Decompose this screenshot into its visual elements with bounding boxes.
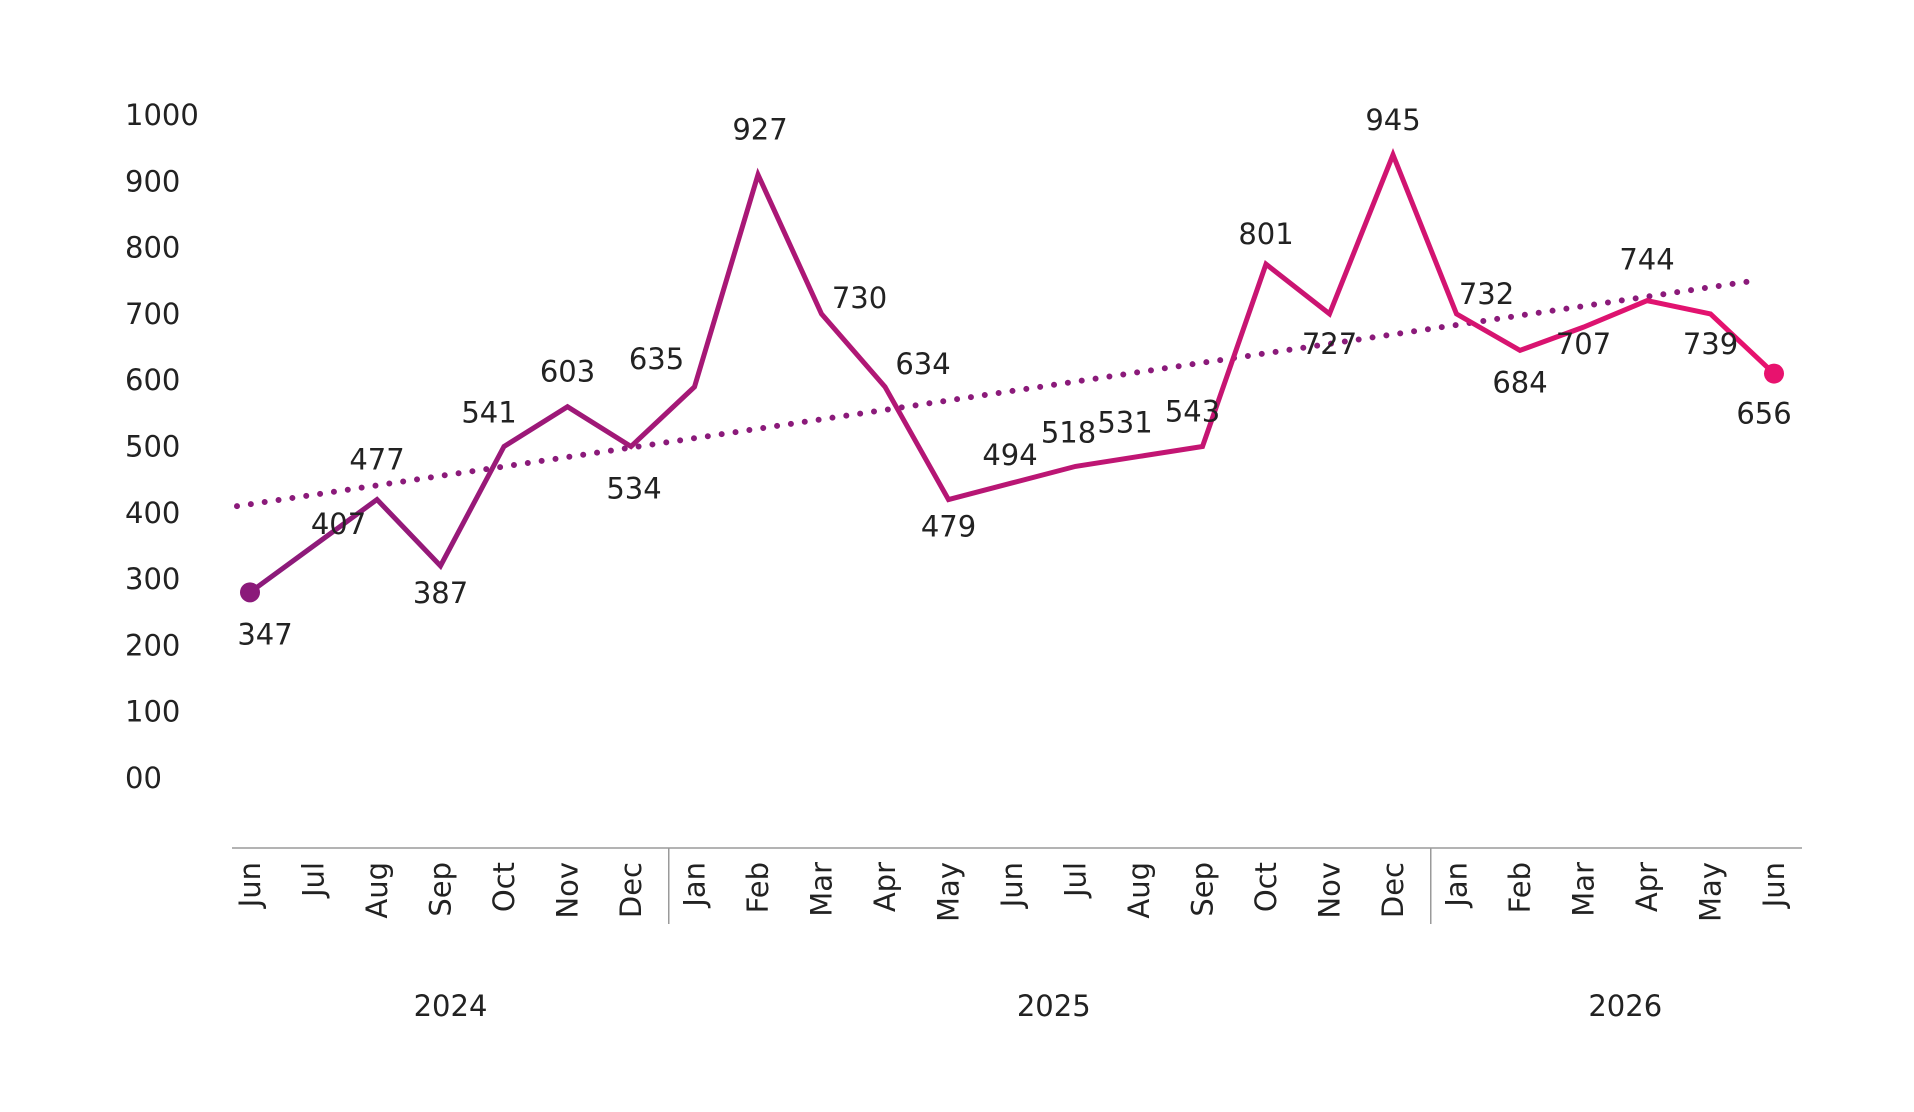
y-tick-label: 600 xyxy=(125,363,180,397)
x-tick-label: Mar xyxy=(805,862,839,917)
y-tick-label: 1000 xyxy=(125,98,199,132)
y-tick-label: 100 xyxy=(125,695,180,729)
y-tick-label: 300 xyxy=(125,562,180,596)
year-labels: 2024 2025 2026 xyxy=(414,989,1663,1023)
data-label: 479 xyxy=(921,510,976,544)
x-tick-label: Feb xyxy=(1503,862,1537,913)
data-label: 347 xyxy=(237,617,292,651)
series-polyline xyxy=(248,148,1776,595)
data-label: 534 xyxy=(606,472,661,506)
data-label: 707 xyxy=(1556,327,1611,361)
data-label: 656 xyxy=(1736,397,1791,431)
data-label: 727 xyxy=(1302,327,1357,361)
x-tick-label: Jun xyxy=(995,862,1029,909)
x-axis-tick-labels: Jun Jul Aug Sep Oct Nov Dec Jan Feb Mar Apr May Jun J… xyxy=(233,862,1791,922)
data-label: 387 xyxy=(413,576,468,610)
data-label: 635 xyxy=(629,342,684,376)
data-label: 603 xyxy=(540,355,595,389)
data-label: 531 xyxy=(1097,405,1152,439)
data-labels: 3474074773875416035346359277306344794945… xyxy=(237,103,1791,652)
data-label: 739 xyxy=(1683,327,1738,361)
data-label: 634 xyxy=(895,347,950,381)
data-label: 494 xyxy=(982,438,1037,472)
y-tick-label: 900 xyxy=(125,164,180,198)
data-label: 801 xyxy=(1238,217,1293,251)
year-label: 2024 xyxy=(414,989,488,1023)
x-tick-label: Apr xyxy=(868,862,902,912)
x-tick-label: Nov xyxy=(1313,862,1347,919)
x-tick-label: Nov xyxy=(551,862,585,919)
x-tick-label: Apr xyxy=(1630,862,1664,912)
x-tick-label: Jul xyxy=(297,862,331,899)
y-tick-label: 400 xyxy=(125,496,180,530)
y-tick-label: 500 xyxy=(125,430,180,464)
x-tick-label: Aug xyxy=(1122,862,1156,919)
data-label: 732 xyxy=(1459,277,1514,311)
y-tick-label: 800 xyxy=(125,231,180,265)
x-tick-label: Sep xyxy=(424,862,458,917)
data-label: 477 xyxy=(349,443,404,477)
x-tick-label: May xyxy=(1694,862,1728,922)
x-tick-label: Feb xyxy=(741,862,775,913)
data-label: 541 xyxy=(461,396,516,430)
x-tick-label: Jun xyxy=(233,862,267,909)
start-point-marker xyxy=(240,582,260,603)
x-tick-label: Aug xyxy=(360,862,394,919)
y-axis-tick-labels: 00 100 200 300 400 500 600 700 800 900 1000 xyxy=(125,98,199,795)
x-tick-label: Mar xyxy=(1567,862,1601,917)
x-tick-label: Dec xyxy=(1376,862,1410,918)
x-tick-label: Jan xyxy=(1440,862,1474,909)
data-label: 543 xyxy=(1165,395,1220,429)
data-label: 744 xyxy=(1619,243,1674,277)
x-tick-label: Oct xyxy=(1249,862,1283,912)
data-label: 945 xyxy=(1365,103,1420,137)
year-label: 2025 xyxy=(1017,989,1091,1023)
x-tick-label: Jul xyxy=(1059,862,1093,899)
y-tick-label: 00 xyxy=(125,761,162,795)
y-tick-label: 200 xyxy=(125,628,180,662)
x-tick-label: Sep xyxy=(1186,862,1220,917)
data-label: 927 xyxy=(732,113,787,147)
x-tick-label: Jun xyxy=(1757,862,1791,909)
year-label: 2026 xyxy=(1588,989,1662,1023)
data-label: 407 xyxy=(311,507,366,541)
data-label: 730 xyxy=(832,281,887,315)
x-tick-label: Dec xyxy=(614,862,648,918)
x-tick-label: Jan xyxy=(678,862,712,909)
data-label: 684 xyxy=(1492,365,1547,399)
x-tick-label: May xyxy=(932,862,966,922)
year-separators xyxy=(668,848,1432,924)
y-tick-label: 700 xyxy=(125,297,180,331)
series-line xyxy=(240,148,1784,603)
end-point-marker xyxy=(1764,363,1784,384)
x-tick-label: Oct xyxy=(487,862,521,912)
data-label: 518 xyxy=(1041,415,1096,449)
